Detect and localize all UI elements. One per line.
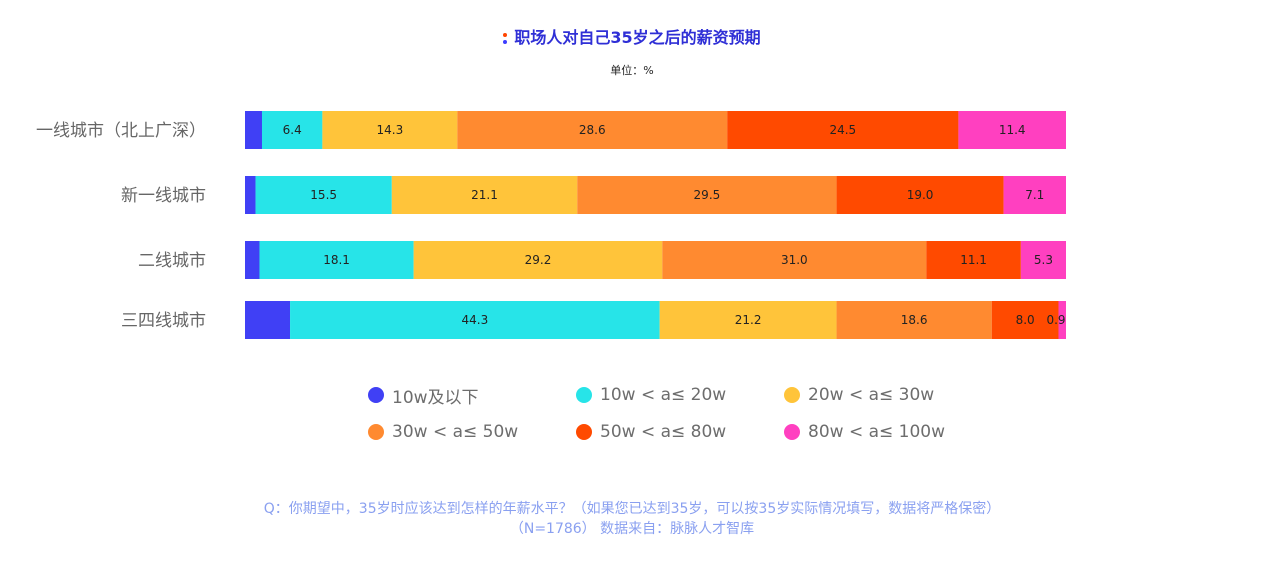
- category-label: 一线城市（北上广深）: [36, 121, 206, 141]
- bar-segment: [261, 111, 323, 149]
- legend-swatch-icon: [368, 424, 384, 440]
- data-label: 28.6: [579, 123, 606, 137]
- survey-question: Q：你期望中，35岁时应该达到怎样的年薪水平？（如果您已达到35岁，可以按35岁…: [263, 501, 1001, 517]
- bar-segment: [290, 301, 660, 339]
- data-label: 18.6: [901, 313, 928, 327]
- stacked-bar-chart: 一线城市（北上广深） 6.4 14.3 28.6 24.5 11.4 新一线城市 15.5 21…: [36, 111, 1066, 339]
- bar-segment: [926, 241, 1021, 279]
- bar-segment: [245, 176, 256, 214]
- category-label: 新一线城市: [121, 186, 206, 206]
- legend-item: 50w < a≤ 80w: [576, 420, 726, 444]
- legend-label: 20w < a≤ 30w: [808, 385, 935, 405]
- legend-swatch-icon: [784, 424, 800, 440]
- data-label: 14.3: [376, 123, 403, 137]
- bar-segment: [1020, 241, 1066, 279]
- legend-label: 30w < a≤ 50w: [392, 422, 519, 442]
- legend-label: 10w及以下: [392, 387, 479, 408]
- legend-swatch-icon: [784, 387, 800, 403]
- chart-footer: Q：你期望中，35岁时应该达到怎样的年薪水平？（如果您已达到35岁，可以按35岁…: [0, 499, 1264, 539]
- bar-segment: [255, 176, 392, 214]
- bar-segment: [245, 111, 262, 149]
- legend-item: 10w < a≤ 20w: [576, 383, 726, 407]
- legend-item: 20w < a≤ 30w: [784, 383, 934, 407]
- legend-swatch-icon: [576, 387, 592, 403]
- legend-item: 80w < a≤ 100w: [784, 420, 945, 444]
- data-label: 18.1: [323, 253, 350, 267]
- legend-swatch-icon: [576, 424, 592, 440]
- data-label: 24.5: [829, 123, 856, 137]
- bar-segment: [1058, 301, 1066, 339]
- bar-segment: [662, 241, 927, 279]
- category-label: 三四线城市: [121, 311, 206, 331]
- bar-segment: [322, 111, 458, 149]
- bar-segment: [259, 241, 414, 279]
- bar-segment: [245, 241, 260, 279]
- data-label: 6.4: [283, 123, 302, 137]
- data-label: 0.9: [1046, 313, 1065, 327]
- bar-segment: [457, 111, 728, 149]
- data-label: 8.0: [1016, 313, 1035, 327]
- data-label: 11.4: [999, 123, 1026, 137]
- data-label: 29.5: [694, 188, 721, 202]
- title-bullet-icon: [503, 32, 508, 45]
- bar-segment: [836, 176, 1004, 214]
- legend-label: 80w < a≤ 100w: [808, 422, 946, 442]
- data-label: 29.2: [525, 253, 552, 267]
- legend-item: 30w < a≤ 50w: [368, 420, 518, 444]
- data-label: 21.1: [471, 188, 498, 202]
- legend-label: 10w < a≤ 20w: [600, 385, 727, 405]
- bar-segment: [659, 301, 837, 339]
- data-label: 31.0: [781, 253, 808, 267]
- bar-segment: [391, 176, 578, 214]
- data-label: 21.2: [735, 313, 762, 327]
- bar-segment: [577, 176, 837, 214]
- data-label: 5.3: [1034, 253, 1053, 267]
- legend-item: 10w及以下: [368, 383, 479, 408]
- data-label: 15.5: [310, 188, 337, 202]
- category-label: 二线城市: [138, 251, 206, 271]
- bar-segment: [727, 111, 959, 149]
- data-label: 44.3: [462, 313, 489, 327]
- bar-segment: [836, 301, 992, 339]
- chart-title-container: 职场人对自己35岁之后的薪资预期: [0, 24, 1264, 48]
- data-label: 19.0: [907, 188, 934, 202]
- bar-segment: [958, 111, 1066, 149]
- bar-segment: [1003, 176, 1066, 214]
- legend-swatch-icon: [368, 387, 384, 403]
- data-label: 11.1: [960, 253, 987, 267]
- data-label: 7.1: [1025, 188, 1044, 202]
- bar-segment: [413, 241, 663, 279]
- data-source: （N=1786） 数据来自：脉脉人才智库: [509, 521, 755, 537]
- chart-unit-label: 单位：%: [610, 64, 654, 77]
- legend-label: 50w < a≤ 80w: [600, 422, 727, 442]
- chart-title: 职场人对自己35岁之后的薪资预期: [514, 28, 761, 47]
- bar-segment: [245, 301, 291, 339]
- bar-segment: [991, 301, 1059, 339]
